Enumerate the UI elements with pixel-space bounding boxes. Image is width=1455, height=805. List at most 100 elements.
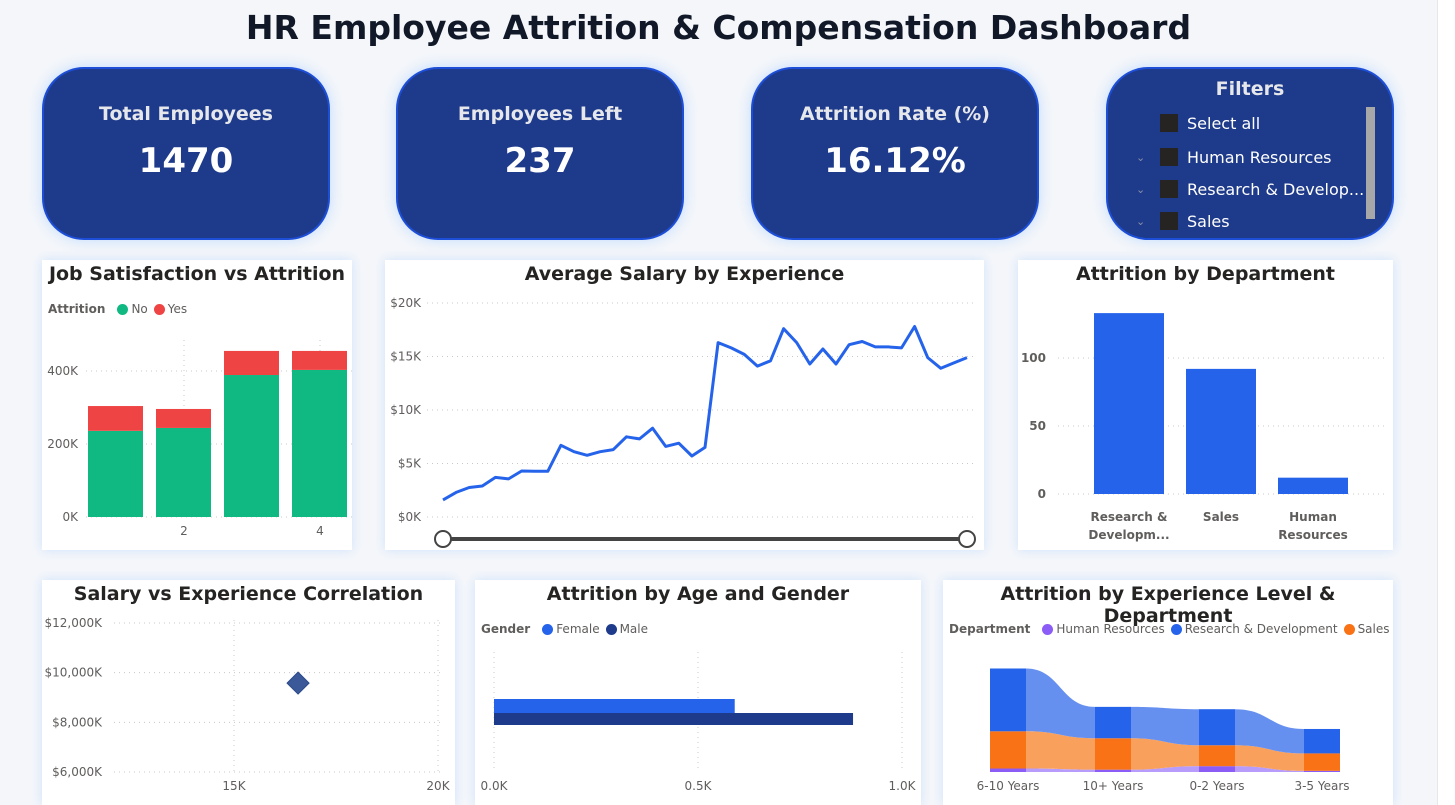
legend-item[interactable]: No <box>131 302 148 316</box>
x-tick-label: 0.0K <box>481 779 509 793</box>
bar-yes <box>292 350 347 370</box>
chart-title: Job Satisfaction vs Attrition <box>48 263 346 285</box>
x-tick-label: 6-10 Years <box>977 779 1040 793</box>
x-tick-label: Resources <box>1278 528 1348 542</box>
legend-item[interactable]: Yes <box>167 302 188 316</box>
ribbon-segment <box>1199 709 1235 746</box>
chart-title: Average Salary by Experience <box>524 263 845 285</box>
bar-female <box>494 699 735 713</box>
ribbon-band <box>1026 668 1095 739</box>
filter-item-sales[interactable]: ⌄ Sales <box>1136 210 1230 232</box>
legend-item[interactable]: Sales <box>1357 622 1390 636</box>
filter-item-human-resources[interactable]: ⌄ Human Resources <box>1136 146 1332 168</box>
range-slider-handle[interactable] <box>958 530 976 548</box>
page-title: HR Employee Attrition & Compensation Das… <box>245 8 1192 47</box>
checkbox[interactable] <box>1160 212 1178 230</box>
ribbon-segment <box>1199 745 1235 767</box>
filter-scrollbar[interactable] <box>1366 107 1375 219</box>
ribbon-band <box>1131 706 1199 746</box>
job-satisfaction-plot: 0K 200K 400K 2 4 <box>47 340 352 538</box>
checkbox[interactable] <box>1160 180 1178 198</box>
y-tick-label: $15K <box>390 350 422 364</box>
ribbon-segment <box>1095 738 1131 770</box>
ribbon-band <box>1131 738 1199 770</box>
data-point-diamond <box>286 671 310 695</box>
filter-label: Human Resources <box>1187 147 1332 167</box>
legend-dot-female <box>542 623 554 635</box>
job-satisfaction-chart: 0K 200K 400K 2 4 Job Satisfaction vs Attriti… <box>42 260 352 550</box>
ribbon-segment <box>990 768 1026 772</box>
ribbon-segment <box>1304 753 1340 771</box>
y-tick-label: $10,000K <box>45 666 104 680</box>
x-tick-label: 15K <box>222 779 246 793</box>
chevron-down-icon[interactable]: ⌄ <box>1136 214 1146 228</box>
x-tick-label: 3-5 Years <box>1294 779 1349 793</box>
legend-dot-rd <box>1170 623 1182 635</box>
chevron-down-icon[interactable]: ⌄ <box>1136 150 1146 164</box>
chart-title: Salary vs Experience Correlation <box>73 583 424 605</box>
bar-yes <box>88 406 143 431</box>
y-tick-label: $6,000K <box>52 765 103 779</box>
ribbon-band <box>1131 766 1199 772</box>
range-slider-handle[interactable] <box>434 530 452 548</box>
legend-title: Attrition <box>48 302 106 316</box>
legend-dot-male <box>605 623 617 635</box>
kpi-label: Total Employees <box>99 103 273 125</box>
y-tick-label: 100 <box>1021 351 1046 365</box>
ribbon-band <box>1026 768 1095 772</box>
legend: Gender Female Male <box>481 622 648 636</box>
bar-no <box>88 430 143 517</box>
filter-item-research-development[interactable]: ⌄ Research & Develop... <box>1136 178 1364 200</box>
attrition-experience-department-chart: 6-10 Years 10+ Years 0-2 Years 3-5 Years At… <box>943 580 1393 805</box>
legend: Department Human Resources Research & Deve… <box>949 622 1390 636</box>
salary-experience-scatter: $6,000K $8,000K $10,000K $12,000K 15K 20K Sal… <box>42 580 455 805</box>
page-scrollbar[interactable] <box>1437 0 1455 805</box>
ribbon-segment <box>1095 706 1131 739</box>
department-bar-plot: 0 50 100 Research & Developm... Sales Human Res… <box>1021 313 1388 542</box>
y-tick-label: 400K <box>47 364 79 378</box>
filter-label: Sales <box>1187 211 1230 231</box>
chevron-down-icon[interactable]: ⌄ <box>1136 182 1146 196</box>
ribbon-band <box>1026 731 1095 770</box>
bar-yes <box>156 408 211 428</box>
ribbon-segment <box>1304 728 1340 754</box>
checkbox[interactable] <box>1160 148 1178 166</box>
filter-title: Filters <box>1215 78 1285 100</box>
ribbon-segment <box>1304 770 1340 772</box>
scatter-plot: $6,000K $8,000K $10,000K $12,000K 15K 20K <box>45 616 451 793</box>
y-tick-label: $8,000K <box>52 715 103 729</box>
filter-label: Research & Develop... <box>1187 179 1365 199</box>
ribbon-band <box>1235 709 1304 754</box>
x-tick-label: Sales <box>1203 510 1239 524</box>
chart-title: Attrition by Department <box>1076 263 1335 285</box>
bar-no <box>292 369 347 517</box>
legend-item[interactable]: Female <box>556 622 600 636</box>
kpi-value: 1470 <box>138 141 234 181</box>
legend-item[interactable]: Male <box>619 622 649 636</box>
ribbon-segment <box>990 668 1026 732</box>
kpi-label: Attrition Rate (%) <box>800 103 990 125</box>
kpi-label: Employees Left <box>457 103 623 125</box>
age-gender-bar-plot: 0.0K 0.5K 1.0K <box>481 652 917 793</box>
x-tick-label: Developm... <box>1088 528 1169 542</box>
chart-title: Attrition by Age and Gender <box>546 583 850 605</box>
legend-dot-sales <box>1343 623 1355 635</box>
legend-title: Department <box>949 622 1031 636</box>
checkbox[interactable] <box>1160 114 1178 132</box>
legend-item[interactable]: Research & Development <box>1184 622 1338 636</box>
department-bar <box>1186 368 1256 494</box>
filter-item-select-all[interactable]: Select all <box>1136 112 1260 134</box>
bar-male <box>494 713 854 725</box>
kpi-value: 16.12% <box>824 141 966 181</box>
legend-dot-yes <box>153 303 165 315</box>
bar-no <box>224 375 279 517</box>
department-bar <box>1278 477 1348 494</box>
legend-item[interactable]: Human Resources <box>1056 622 1165 636</box>
chart-title: Attrition by Experience Level & Departme… <box>1000 583 1336 627</box>
x-tick-label: Research & <box>1091 510 1168 524</box>
legend-title: Gender <box>481 622 531 636</box>
kpi-value: 237 <box>504 141 576 181</box>
filter-label: Select all <box>1187 113 1261 133</box>
legend-dot-no <box>117 303 129 315</box>
kpi-attrition-rate: Attrition Rate (%) 16.12% <box>751 67 1039 240</box>
